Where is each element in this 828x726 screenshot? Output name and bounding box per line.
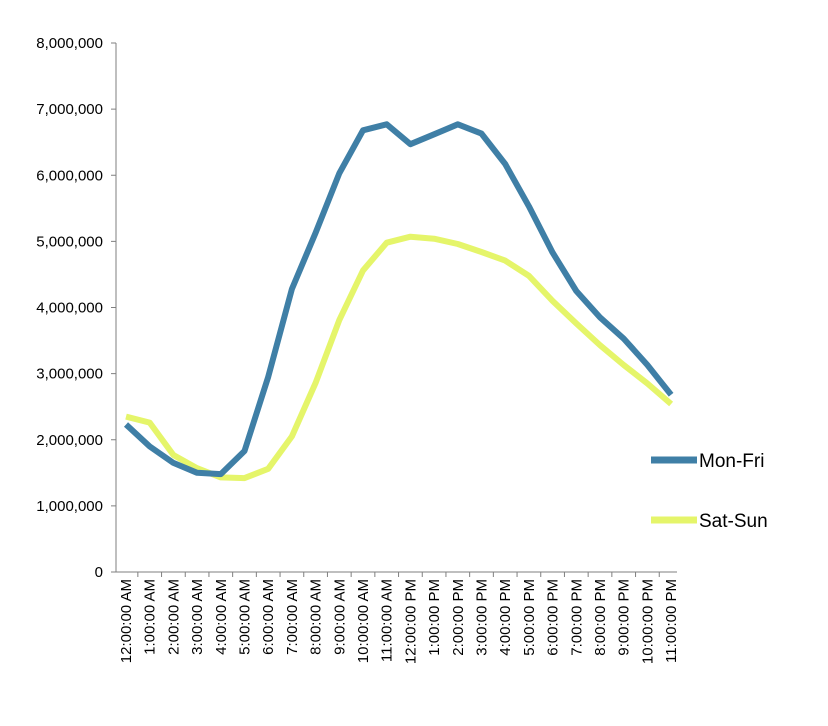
- y-tick-label: 5,000,000: [36, 233, 103, 250]
- series-line-sat-sun: [125, 233, 674, 482]
- legend-label-mon-fri: Mon-Fri: [699, 451, 764, 472]
- x-tick-label: 10:00:00 AM: [355, 579, 372, 663]
- y-axis: 0 1,000,000 2,000,000 3,000,000 4,000,000 5,0…: [36, 35, 117, 581]
- series-layer: [123, 121, 674, 482]
- x-tick-label: 7:00:00 PM: [568, 579, 585, 656]
- y-tick-label: 3,000,000: [36, 366, 103, 383]
- x-axis: 12:00:00 AM 1:00:00 AM 2:00:00 AM 3:00:00 A…: [116, 571, 680, 664]
- x-tick-label: 1:00:00 PM: [426, 579, 443, 656]
- y-tick-label: 7,000,000: [36, 101, 103, 118]
- x-tick-label: 2:00:00 AM: [165, 579, 182, 655]
- x-tick-label: 6:00:00 PM: [545, 579, 562, 656]
- x-tick-label: 7:00:00 AM: [284, 579, 301, 655]
- x-tick-label: 11:00:00 AM: [379, 579, 396, 662]
- x-tick-label: 9:00:00 PM: [616, 579, 633, 656]
- x-tick-label: 11:00:00 PM: [663, 579, 680, 663]
- series-line-mon-fri: [123, 121, 674, 478]
- x-tick-label: 8:00:00 AM: [308, 579, 325, 655]
- x-tick-label: 4:00:00 PM: [497, 579, 514, 656]
- x-tick-label: 10:00:00 PM: [639, 579, 656, 664]
- y-tick-label: 6,000,000: [36, 167, 103, 184]
- x-tick-label: 3:00:00 PM: [474, 579, 491, 656]
- x-tick-label: 1:00:00 AM: [142, 579, 159, 655]
- y-tick-label: 2,000,000: [36, 432, 103, 449]
- x-tick-label: 5:00:00 AM: [237, 579, 254, 655]
- x-tick-label: 6:00:00 AM: [260, 579, 277, 655]
- x-tick-label: 8:00:00 PM: [592, 579, 609, 656]
- x-tick-label: 12:00:00 AM: [118, 579, 135, 663]
- legend: Mon-Fri Sat-Sun: [651, 451, 768, 532]
- y-tick-label: 8,000,000: [36, 35, 103, 52]
- x-tick-label: 12:00:00 PM: [402, 579, 419, 664]
- y-tick-label: 0: [95, 564, 103, 581]
- x-tick-label: 9:00:00 AM: [331, 579, 348, 655]
- y-tick-label: 1,000,000: [36, 498, 103, 515]
- x-tick-label: 4:00:00 AM: [213, 579, 230, 655]
- x-tick-label: 2:00:00 PM: [450, 579, 467, 656]
- x-tick-label: 5:00:00 PM: [521, 579, 538, 656]
- y-tick-label: 4,000,000: [36, 300, 103, 317]
- legend-label-sat-sun: Sat-Sun: [699, 511, 768, 532]
- x-tick-label: 3:00:00 AM: [189, 579, 206, 655]
